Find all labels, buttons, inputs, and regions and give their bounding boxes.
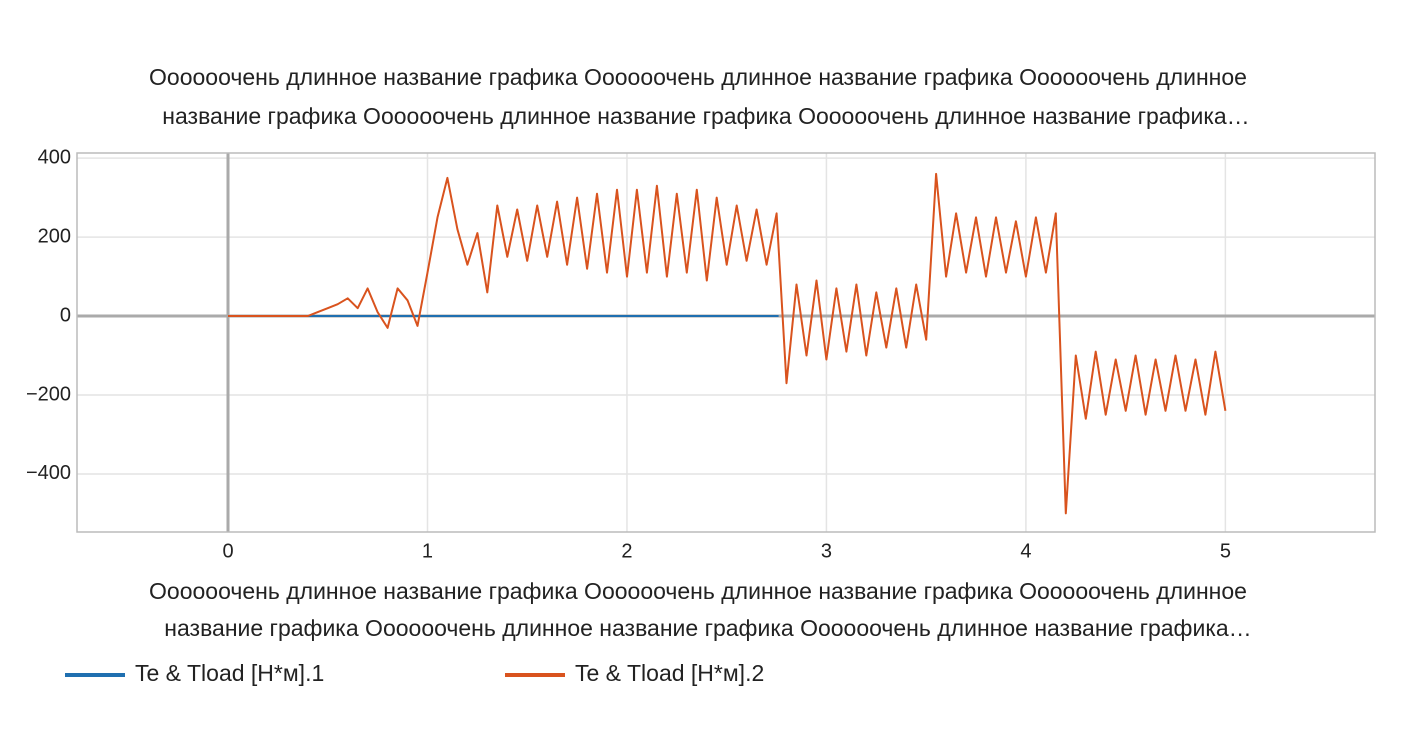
y-tick-label: 200 — [38, 225, 71, 247]
series-line — [228, 172, 1227, 515]
y-tick-label: −200 — [26, 383, 71, 405]
x-axis-title: Оооооочень длинное название графика Оооо… — [149, 578, 1247, 604]
plot-area — [228, 172, 1227, 515]
chart-title: Оооооочень длинное название графика Оооо… — [149, 64, 1247, 90]
y-tick-label: 0 — [60, 304, 71, 326]
x-tick-label: 0 — [222, 540, 233, 562]
y-tick-label: −400 — [26, 462, 71, 484]
x-tick-label: 5 — [1220, 540, 1231, 562]
chart-title: название графика Оооооочень длинное назв… — [162, 103, 1249, 129]
x-tick-label: 2 — [621, 540, 632, 562]
legend-label: Te & Tload [Н*м].1 — [135, 660, 324, 686]
plot-border — [76, 152, 1376, 533]
y-tick-label: 400 — [38, 146, 71, 168]
legend-label: Te & Tload [Н*м].2 — [575, 660, 764, 686]
x-tick-label: 3 — [821, 540, 832, 562]
x-tick-label: 1 — [422, 540, 433, 562]
x-tick-label: 4 — [1020, 540, 1031, 562]
x-axis-title: название графика Оооооочень длинное назв… — [164, 615, 1251, 641]
